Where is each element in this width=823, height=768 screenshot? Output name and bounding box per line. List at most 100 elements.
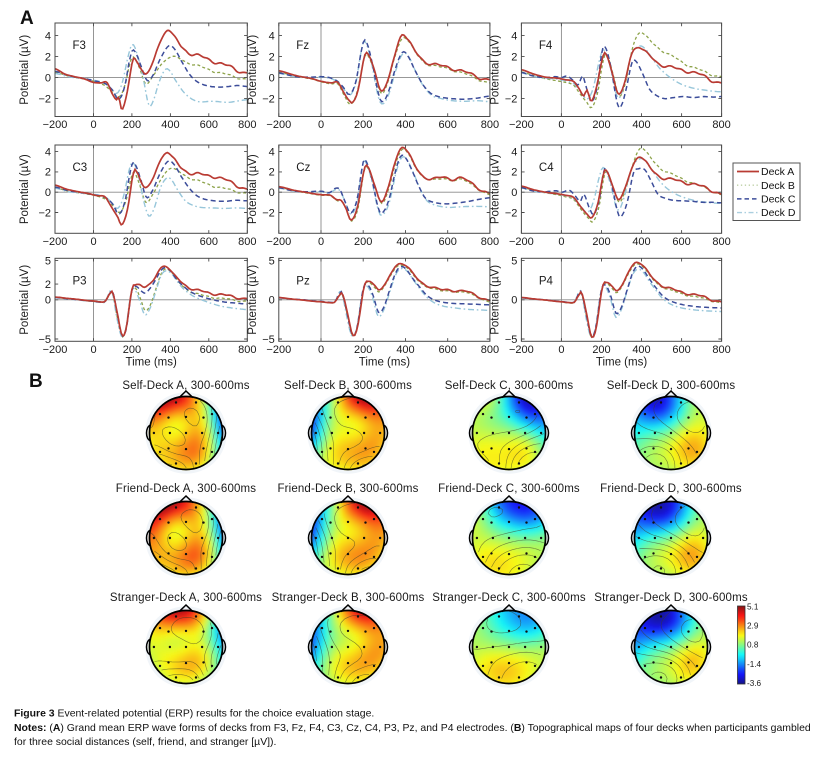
svg-text:-3.6: -3.6 bbox=[747, 679, 762, 688]
svg-text:−200: −200 bbox=[43, 236, 68, 248]
svg-text:0: 0 bbox=[558, 119, 564, 131]
svg-text:200: 200 bbox=[354, 119, 372, 131]
svg-text:Friend-Deck D, 300-600ms: Friend-Deck D, 300-600ms bbox=[600, 483, 742, 495]
svg-text:Potential (µV): Potential (µV) bbox=[19, 154, 31, 224]
svg-text:800: 800 bbox=[238, 236, 256, 248]
svg-text:4: 4 bbox=[45, 30, 51, 42]
svg-text:400: 400 bbox=[161, 236, 179, 248]
svg-text:4: 4 bbox=[45, 146, 51, 158]
svg-text:−2: −2 bbox=[262, 93, 275, 105]
svg-text:−5: −5 bbox=[38, 334, 51, 346]
svg-text:Self-Deck C, 300-600ms: Self-Deck C, 300-600ms bbox=[445, 380, 574, 392]
svg-text:800: 800 bbox=[481, 236, 499, 248]
svg-text:−200: −200 bbox=[266, 344, 291, 356]
svg-text:−5: −5 bbox=[262, 334, 275, 346]
svg-text:Stranger-Deck D, 300-600ms: Stranger-Deck D, 300-600ms bbox=[594, 592, 748, 604]
svg-text:800: 800 bbox=[481, 344, 499, 356]
svg-text:0: 0 bbox=[318, 119, 324, 131]
svg-text:2: 2 bbox=[269, 167, 275, 179]
svg-text:P4: P4 bbox=[539, 275, 554, 287]
svg-text:400: 400 bbox=[396, 119, 414, 131]
svg-text:Potential (µV): Potential (µV) bbox=[247, 35, 259, 105]
svg-text:Deck A: Deck A bbox=[761, 166, 794, 178]
svg-text:−200: −200 bbox=[266, 236, 291, 248]
svg-text:400: 400 bbox=[161, 119, 179, 131]
svg-text:800: 800 bbox=[238, 344, 256, 356]
svg-text:200: 200 bbox=[123, 344, 141, 356]
svg-text:0: 0 bbox=[269, 295, 275, 307]
svg-text:0: 0 bbox=[45, 187, 51, 199]
svg-text:Potential (µV): Potential (µV) bbox=[489, 35, 501, 105]
svg-text:4: 4 bbox=[269, 146, 275, 158]
svg-text:Deck B: Deck B bbox=[761, 180, 795, 192]
svg-text:0: 0 bbox=[45, 295, 51, 307]
svg-text:5: 5 bbox=[45, 255, 51, 267]
svg-text:200: 200 bbox=[592, 236, 610, 248]
svg-text:C4: C4 bbox=[539, 162, 554, 174]
svg-text:600: 600 bbox=[200, 119, 218, 131]
svg-text:600: 600 bbox=[439, 344, 457, 356]
svg-text:4: 4 bbox=[511, 30, 517, 42]
svg-text:2: 2 bbox=[45, 167, 51, 179]
svg-text:Cz: Cz bbox=[296, 162, 310, 174]
svg-text:−2: −2 bbox=[38, 93, 51, 105]
svg-text:−2: −2 bbox=[262, 207, 275, 219]
svg-text:800: 800 bbox=[712, 119, 730, 131]
svg-text:−200: −200 bbox=[266, 119, 291, 131]
svg-text:200: 200 bbox=[123, 236, 141, 248]
svg-text:200: 200 bbox=[592, 344, 610, 356]
svg-text:0: 0 bbox=[511, 295, 517, 307]
svg-text:Pz: Pz bbox=[296, 275, 310, 287]
svg-text:0: 0 bbox=[511, 187, 517, 199]
svg-text:2: 2 bbox=[269, 51, 275, 63]
svg-text:−200: −200 bbox=[509, 344, 534, 356]
svg-text:−200: −200 bbox=[509, 119, 534, 131]
svg-text:Time (ms): Time (ms) bbox=[126, 356, 177, 368]
svg-text:4: 4 bbox=[269, 30, 275, 42]
svg-text:0: 0 bbox=[45, 72, 51, 84]
svg-text:Stranger-Deck C, 300-600ms: Stranger-Deck C, 300-600ms bbox=[432, 592, 586, 604]
svg-text:Friend-Deck B, 300-600ms: Friend-Deck B, 300-600ms bbox=[277, 483, 418, 495]
svg-text:Potential (µV): Potential (µV) bbox=[19, 265, 31, 335]
svg-text:−200: −200 bbox=[509, 236, 534, 248]
svg-text:600: 600 bbox=[672, 344, 690, 356]
svg-text:−200: −200 bbox=[43, 119, 68, 131]
svg-text:2: 2 bbox=[511, 51, 517, 63]
svg-text:Deck D: Deck D bbox=[761, 207, 796, 219]
svg-text:Potential (µV): Potential (µV) bbox=[19, 35, 31, 105]
svg-text:5: 5 bbox=[269, 255, 275, 267]
svg-text:Fz: Fz bbox=[296, 40, 309, 52]
svg-text:C3: C3 bbox=[73, 162, 88, 174]
svg-text:0: 0 bbox=[558, 344, 564, 356]
svg-text:Potential (µV): Potential (µV) bbox=[489, 265, 501, 335]
svg-text:−200: −200 bbox=[43, 344, 68, 356]
svg-text:for three social distances (se: for three social distances (self, friend… bbox=[14, 737, 276, 748]
svg-text:5.1: 5.1 bbox=[747, 603, 759, 612]
svg-text:400: 400 bbox=[396, 344, 414, 356]
svg-text:Stranger-Deck A, 300-600ms: Stranger-Deck A, 300-600ms bbox=[110, 592, 262, 604]
svg-text:Friend-Deck A, 300-600ms: Friend-Deck A, 300-600ms bbox=[116, 483, 256, 495]
svg-text:Stranger-Deck B, 300-600ms: Stranger-Deck B, 300-600ms bbox=[272, 592, 425, 604]
svg-text:200: 200 bbox=[123, 119, 141, 131]
svg-text:Friend-Deck C, 300-600ms: Friend-Deck C, 300-600ms bbox=[438, 483, 580, 495]
svg-text:Figure 3 Event-related potenti: Figure 3 Event-related potential (ERP) r… bbox=[14, 709, 374, 720]
svg-text:Time (ms): Time (ms) bbox=[359, 356, 410, 368]
svg-text:0.8: 0.8 bbox=[747, 641, 759, 650]
svg-text:2.9: 2.9 bbox=[747, 622, 759, 631]
svg-text:−2: −2 bbox=[505, 207, 518, 219]
svg-text:200: 200 bbox=[354, 344, 372, 356]
svg-text:0: 0 bbox=[269, 187, 275, 199]
svg-text:Time (ms): Time (ms) bbox=[596, 356, 647, 368]
svg-text:0: 0 bbox=[511, 72, 517, 84]
svg-text:200: 200 bbox=[354, 236, 372, 248]
svg-text:400: 400 bbox=[632, 344, 650, 356]
svg-text:0: 0 bbox=[318, 236, 324, 248]
svg-text:−2: −2 bbox=[38, 207, 51, 219]
svg-text:-1.4: -1.4 bbox=[747, 660, 762, 669]
svg-text:−5: −5 bbox=[505, 334, 518, 346]
svg-text:0: 0 bbox=[318, 344, 324, 356]
svg-text:Self-Deck B, 300-600ms: Self-Deck B, 300-600ms bbox=[284, 380, 412, 392]
svg-text:200: 200 bbox=[592, 119, 610, 131]
svg-text:600: 600 bbox=[439, 236, 457, 248]
svg-text:800: 800 bbox=[481, 119, 499, 131]
